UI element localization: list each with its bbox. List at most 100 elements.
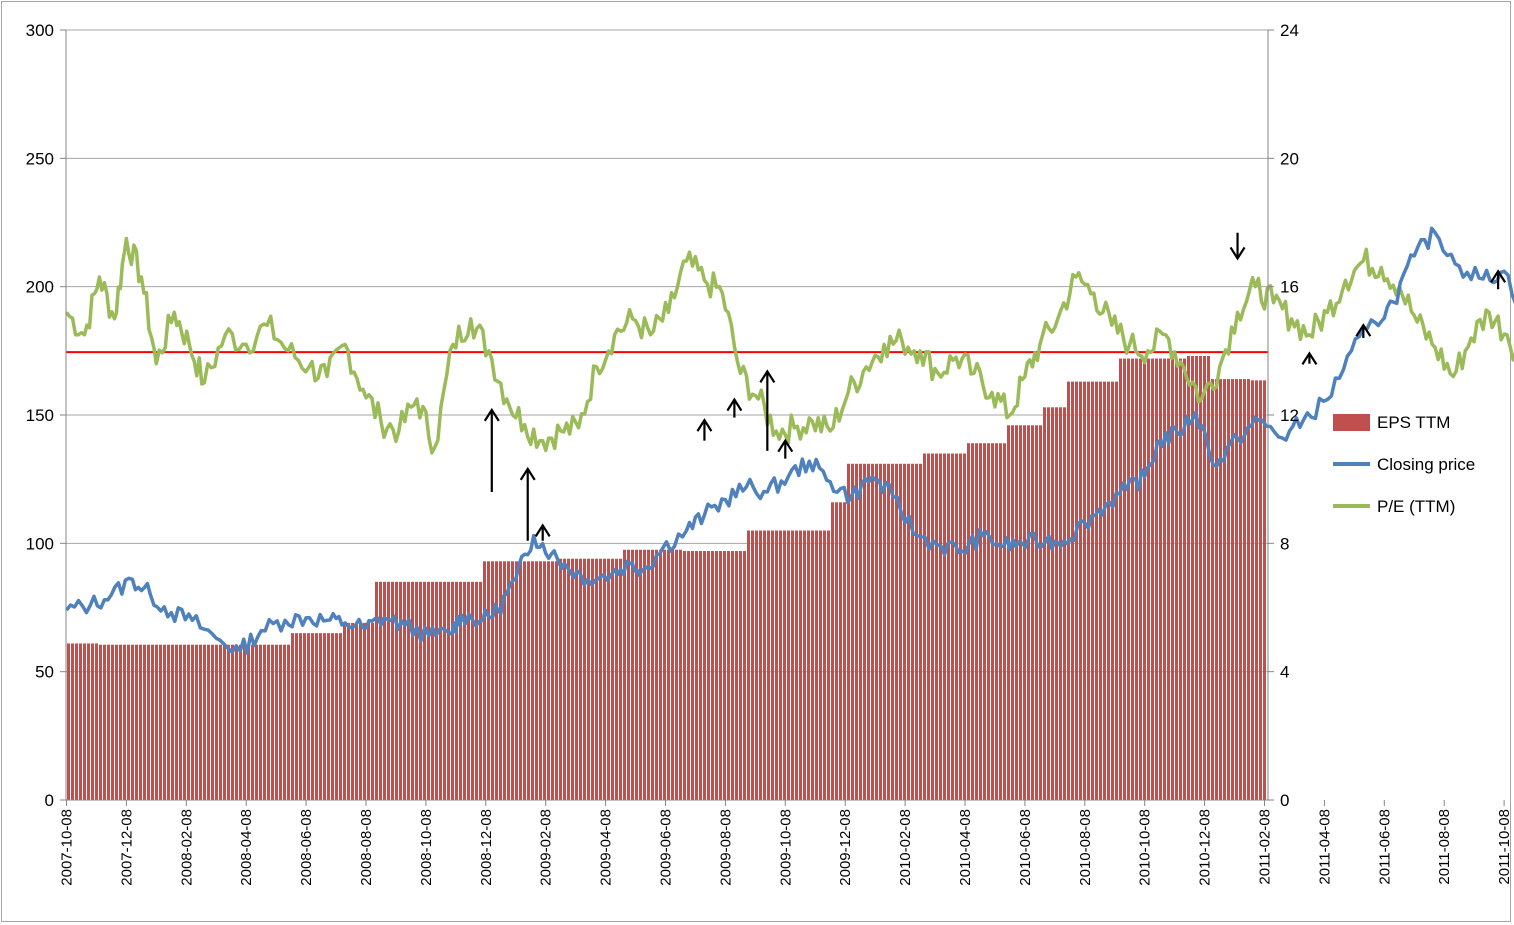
eps-bar	[323, 633, 326, 800]
eps-bar	[759, 530, 762, 800]
eps-bar	[1011, 425, 1014, 800]
eps-bar	[1159, 358, 1162, 800]
eps-bar	[275, 644, 278, 800]
arrow-head	[1301, 351, 1318, 365]
eps-bar	[667, 549, 670, 800]
eps-bar	[1251, 380, 1254, 800]
eps-bar	[147, 644, 150, 800]
eps-bar	[279, 644, 282, 800]
eps-bar	[463, 581, 466, 800]
eps-bar	[287, 644, 290, 800]
eps-bar	[963, 453, 966, 800]
eps-bar	[1223, 379, 1226, 800]
eps-bar	[767, 530, 770, 800]
eps-bar	[587, 558, 590, 800]
eps-bar	[227, 644, 230, 800]
arrow-head	[726, 397, 743, 412]
eps-bar	[927, 453, 930, 800]
eps-bar	[159, 644, 162, 800]
legend-swatch-eps	[1333, 414, 1370, 431]
arrow-head	[1229, 246, 1246, 261]
arrow-head	[777, 438, 794, 453]
eps-bar	[635, 549, 638, 800]
eps-bar	[139, 644, 142, 800]
eps-bar	[1207, 355, 1210, 800]
eps-bar	[903, 463, 906, 800]
arrow-head	[759, 369, 776, 383]
x-tick-label: 2007-10-08	[59, 809, 76, 886]
eps-bar	[407, 581, 410, 800]
eps-bar	[391, 581, 394, 800]
eps-bar	[875, 463, 878, 800]
eps-bar	[207, 644, 210, 800]
eps-bar	[1107, 381, 1110, 800]
eps-bar	[883, 463, 886, 800]
eps-bar	[171, 644, 174, 800]
x-axis-ticks: 2007-10-08 2007-12-08 2008-02-08 2008-04-08…	[59, 800, 1513, 886]
eps-bar	[1007, 425, 1010, 800]
eps-bar	[731, 551, 734, 800]
eps-bar	[259, 644, 262, 800]
eps-bar	[771, 530, 774, 800]
eps-bar	[435, 581, 438, 800]
eps-bar	[915, 463, 918, 800]
right-tick-label: 24	[1280, 21, 1299, 40]
eps-bar	[303, 633, 306, 800]
eps-bar	[155, 644, 158, 800]
eps-bar	[1055, 407, 1058, 800]
eps-bar	[1043, 407, 1046, 800]
eps-bar	[595, 558, 598, 800]
eps-bar	[239, 644, 242, 800]
eps-bar	[359, 622, 362, 800]
eps-bar	[995, 443, 998, 800]
eps-bar	[459, 581, 462, 800]
eps-bar	[691, 551, 694, 800]
eps-bar	[647, 549, 650, 800]
eps-bar	[891, 463, 894, 800]
eps-bar	[815, 530, 818, 800]
eps-bar	[351, 622, 354, 800]
x-tick-label: 2010-12-08	[1197, 809, 1214, 886]
eps-bar	[67, 643, 70, 800]
eps-bar	[1135, 358, 1138, 800]
eps-bar	[671, 549, 674, 800]
left-axis-ticks: 0 50 100 150 200 250 300	[26, 21, 66, 810]
eps-bar	[347, 622, 350, 800]
eps-bar	[375, 581, 378, 800]
eps-bar	[743, 551, 746, 800]
eps-bar	[535, 561, 538, 800]
eps-bar	[1087, 381, 1090, 800]
eps-bar	[555, 561, 558, 800]
eps-bar	[95, 643, 98, 800]
eps-bar	[1119, 358, 1122, 800]
right-tick-label: 12	[1280, 406, 1299, 425]
x-tick-label: 2008-10-08	[418, 809, 435, 886]
eps-bar	[991, 443, 994, 800]
x-tick-label: 2010-10-08	[1137, 809, 1154, 886]
eps-bar	[399, 581, 402, 800]
x-tick-label: 2008-06-08	[298, 809, 315, 886]
eps-bar	[1195, 355, 1198, 800]
eps-bar	[679, 549, 682, 800]
eps-bar	[895, 463, 898, 800]
x-tick-label: 2009-06-08	[658, 809, 675, 886]
eps-bar	[119, 644, 122, 800]
eps-bar	[619, 558, 622, 800]
x-tick-label: 2011-06-08	[1376, 809, 1393, 885]
right-tick-label: 8	[1280, 534, 1289, 553]
eps-bar	[327, 633, 330, 800]
eps-bar	[379, 581, 382, 800]
eps-bar	[751, 530, 754, 800]
eps-bar	[411, 581, 414, 800]
eps-bar	[899, 463, 902, 800]
eps-bar	[847, 463, 850, 800]
eps-bar	[651, 549, 654, 800]
eps-bar	[819, 530, 822, 800]
eps-bar	[103, 644, 106, 800]
eps-bar	[687, 551, 690, 800]
x-tick-label: 2009-04-08	[598, 809, 615, 886]
eps-bar	[811, 530, 814, 800]
eps-bar	[471, 581, 474, 800]
eps-bar	[267, 644, 270, 800]
eps-bar	[879, 463, 882, 800]
